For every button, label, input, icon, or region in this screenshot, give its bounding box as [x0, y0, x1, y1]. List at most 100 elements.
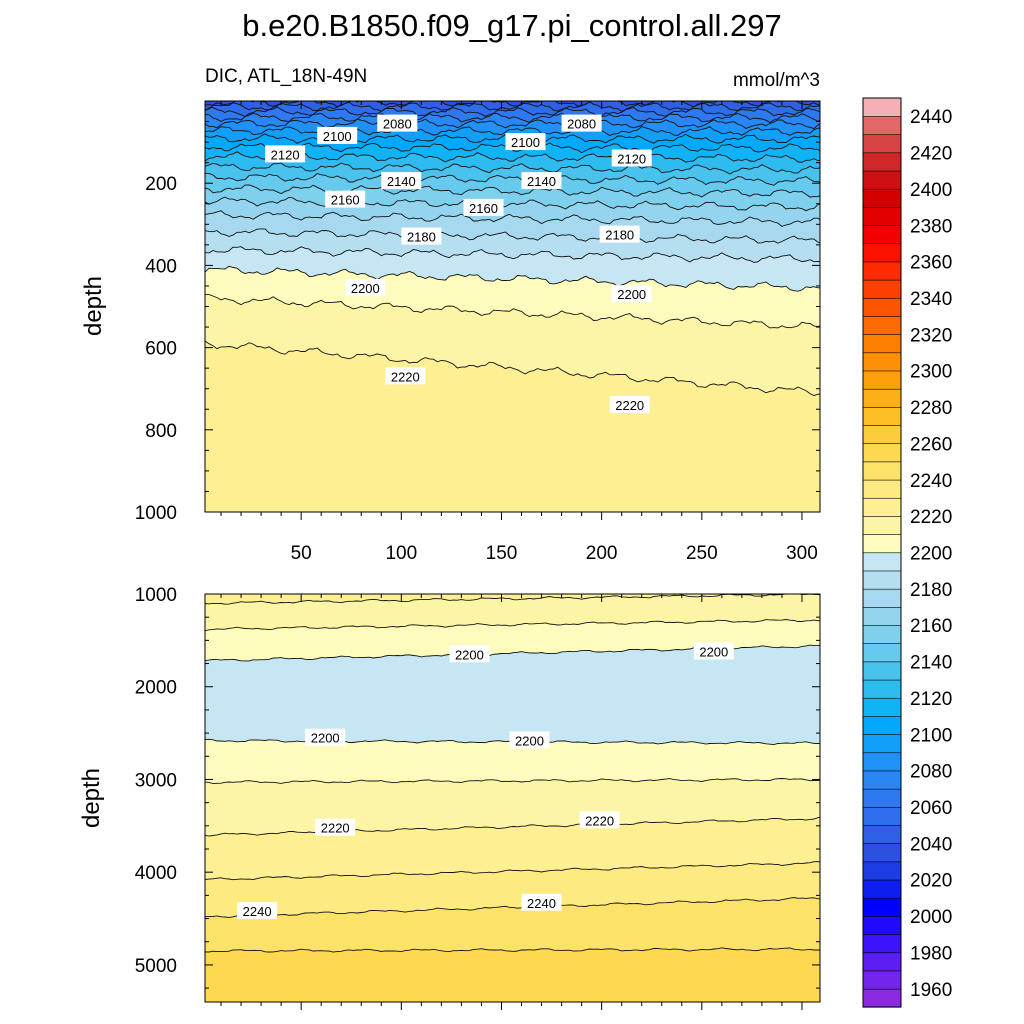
contour-label-bg [505, 133, 546, 151]
contour-label: 2080 [377, 114, 418, 132]
plot-frame [204, 593, 821, 1003]
y-tick-label: 1000 [135, 585, 177, 606]
colorbar-box [862, 988, 902, 1008]
plot-area: 2200 2200 2200 2200 2220 2220 2240 2240 [205, 594, 820, 1002]
contour-line [205, 897, 820, 918]
contour-label-text: 2080 [383, 117, 412, 132]
contour-label-bg [315, 818, 356, 836]
contour-line [205, 861, 820, 881]
colorbar-box [862, 770, 902, 790]
colorbar-tick-label: 2380 [910, 216, 952, 237]
contour-label-text: 2200 [311, 731, 340, 746]
colorbar-box [862, 334, 902, 354]
contour-label: 2220 [579, 811, 620, 829]
lower-panel: 2200 2200 2200 2200 2220 2220 2240 2240 1000 2000… [135, 585, 821, 1010]
colorbar-box [862, 715, 902, 735]
contour-label-text: 2100 [323, 129, 352, 144]
contour-label-bg [381, 172, 422, 190]
y-tick-label: 1000 [135, 503, 177, 524]
y-tick-label: 800 [145, 421, 177, 442]
colorbar-tick-label: 2300 [910, 362, 952, 383]
colorbar-box [862, 897, 902, 917]
y-tick-label: 200 [145, 174, 177, 195]
chart-title: b.e20.B1850.f09_g17.pi_control.all.297 [242, 8, 782, 43]
colorbar-box [862, 515, 902, 535]
contour-line [205, 816, 820, 837]
contour-label-text: 2200 [699, 645, 728, 660]
contour-label-bg [693, 642, 734, 660]
colorbar-tick-label: 2040 [910, 834, 952, 855]
colorbar-tick-label: 2360 [910, 253, 952, 274]
contour-line [205, 619, 820, 632]
contour-line [205, 246, 820, 263]
colorbar-box [862, 915, 902, 935]
colorbar-tick-label: 1960 [910, 980, 952, 1001]
contour-label-bg [237, 902, 278, 920]
upper-y-axis-label: depth [80, 276, 107, 336]
contour-label: 2160 [325, 190, 366, 208]
contour-label-bg [611, 149, 652, 167]
y-tick-label: 400 [145, 256, 177, 277]
colorbar-box [862, 933, 902, 954]
colorbar-box [862, 788, 902, 808]
colorbar-frame [862, 97, 902, 1008]
contour-label-bg [317, 126, 358, 144]
contour-line [205, 265, 820, 292]
colorbar-box [862, 206, 902, 226]
colorbar-box [862, 552, 902, 572]
y-tick-label: 2000 [135, 678, 177, 699]
colorbar-box [862, 679, 902, 699]
contour-label-bg [265, 145, 306, 163]
colorbar-box [862, 315, 902, 335]
contour-label: 2220 [609, 396, 650, 414]
contour-line [205, 118, 820, 130]
colorbar-box [862, 643, 902, 663]
contour-label: 2200 [693, 642, 734, 660]
colorbar-box [862, 224, 902, 245]
contour-label-text: 2200 [351, 281, 380, 296]
contour-label: 2200 [449, 645, 490, 663]
contour-label-bg [509, 731, 550, 749]
contour-line [205, 293, 820, 329]
colorbar-box [862, 134, 902, 154]
contour-line [205, 778, 820, 785]
y-tick-label: 3000 [135, 770, 177, 791]
colorbar-box [862, 806, 902, 826]
contour-label-text: 2220 [615, 398, 644, 413]
contour-label: 2200 [611, 285, 652, 303]
colorbar-box [862, 243, 902, 263]
colorbar-box [862, 370, 902, 390]
colorbar-box [862, 843, 902, 863]
contour-label-text: 2200 [617, 287, 646, 302]
contour-line [205, 162, 820, 175]
contour-label-bg [325, 190, 366, 208]
colorbar-box [862, 588, 902, 608]
contour-label-bg [609, 396, 650, 414]
contour-label-text: 2140 [527, 174, 556, 189]
colorbar-tick-label: 2220 [910, 507, 952, 528]
contour-label: 2140 [381, 172, 422, 190]
contour-label: 2100 [505, 133, 546, 151]
contour-label-bg [401, 227, 442, 245]
contour-label-bg [345, 279, 386, 296]
colorbar-tick-label: 2120 [910, 689, 952, 710]
contour-label-bg [463, 198, 504, 216]
colorbar-tick-label: 2440 [910, 107, 952, 128]
lower-y-axis-label: depth [78, 768, 105, 828]
colorbar-box [862, 261, 902, 281]
colorbar-box [862, 97, 902, 117]
colorbar-tick-label: 2340 [910, 289, 952, 310]
plot-area: 2080 2080 2100 2100 2120 2120 2140 2140 2160 2160… [205, 101, 820, 512]
colorbar-box [862, 534, 902, 554]
contour-line [205, 172, 820, 186]
variable-region-label: DIC, ATL_18N-49N [205, 66, 367, 87]
colorbar-tick-label: 2260 [910, 434, 952, 455]
contour-line [205, 106, 820, 118]
fill-band [205, 341, 820, 512]
colorbar: 1960 1980 2000 2020 2040 2060 2080 2100 2120 2140… [862, 97, 952, 1008]
colorbar-box [862, 952, 902, 972]
contour-label-text: 2220 [321, 821, 350, 836]
x-tick-label: 100 [385, 543, 417, 564]
colorbar-box [862, 115, 902, 135]
